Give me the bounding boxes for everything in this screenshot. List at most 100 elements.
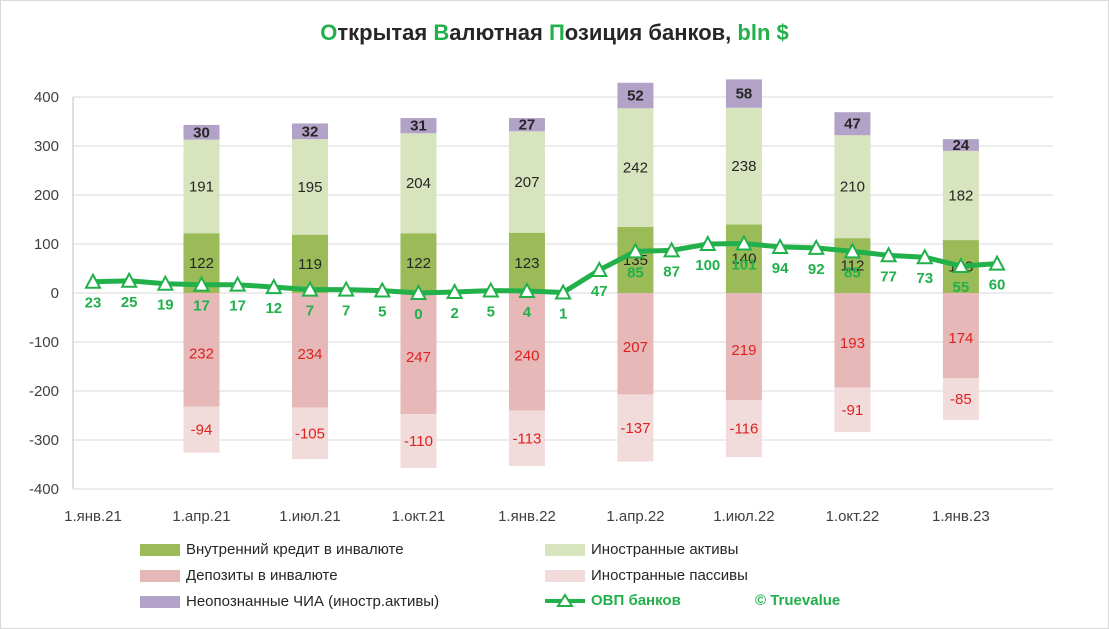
title-part: В: [433, 20, 450, 45]
ovp-marker: [988, 254, 1006, 271]
bar-unidentified: [725, 79, 762, 108]
ovp-marker: [554, 283, 572, 300]
bar-label-internal-credit: 123: [514, 255, 539, 272]
bar-deposits: [725, 293, 762, 401]
y-tick-label: -300: [29, 432, 59, 449]
ovp-data-label: 5: [378, 304, 386, 321]
bar-label-internal-credit: 140: [731, 251, 756, 268]
bar-unidentified: [942, 139, 979, 151]
x-tick-label: 1.окт.22: [826, 508, 880, 525]
ovp-marker: [699, 234, 717, 251]
bar-label-unidentified: 24: [953, 137, 970, 154]
ovp-data-label: 7: [306, 303, 314, 320]
bar-label-deposits: 174: [948, 330, 973, 347]
bar-deposits: [942, 293, 979, 379]
bar-foreign-assets: [183, 139, 220, 234]
ovp-data-label: 85: [844, 264, 861, 281]
bar-label-foreign-liabilities: -91: [842, 402, 864, 419]
x-tick-label: 1.окт.21: [392, 508, 446, 525]
title-part: П: [548, 20, 565, 45]
bar-foreign-assets: [508, 131, 545, 233]
x-tick-label: 1.янв.22: [498, 508, 556, 525]
bar-label-internal-credit: 112: [840, 258, 864, 275]
ovp-data-label: 100: [695, 257, 720, 274]
bar-deposits: [291, 293, 328, 408]
ovp-data-label: 47: [591, 283, 608, 300]
bar-label-foreign-liabilities: -137: [620, 420, 650, 437]
chart-title: Открытая Валютная Позиция банков, bln $: [0, 20, 1109, 46]
title-part: озиция банков,: [564, 20, 738, 45]
ovp-data-label: 87: [663, 263, 680, 280]
bar-label-unidentified: 30: [193, 124, 210, 141]
bar-label-unidentified: 47: [844, 116, 861, 133]
bar-label-foreign-assets: 242: [623, 160, 648, 177]
ovp-data-label: 25: [121, 294, 138, 311]
bar-deposits: [834, 293, 871, 388]
bar-label-deposits: 240: [514, 347, 539, 364]
ovp-marker: [662, 241, 681, 258]
x-tick-label: 1.июл.21: [279, 508, 340, 525]
bar-foreign-assets: [725, 107, 762, 225]
bar-deposits: [617, 293, 654, 395]
bar-label-foreign-liabilities: -85: [950, 391, 972, 408]
bar-deposits: [508, 293, 545, 411]
bar-label-foreign-assets: 238: [731, 158, 756, 175]
ovp-marker: [228, 275, 247, 292]
bar-label-foreign-liabilities: -110: [404, 433, 433, 450]
ovp-data-label: 0: [414, 306, 422, 323]
bar-foreign-liabilities: [400, 414, 437, 468]
bar-foreign-liabilities: [834, 387, 871, 433]
ovp-data-label: 17: [229, 298, 246, 315]
ovp-marker: [156, 274, 174, 291]
ovp-marker: [337, 280, 355, 297]
ovp-data-label: 85: [627, 264, 644, 281]
ovp-data-label: 55: [953, 279, 970, 296]
bar-label-unidentified: 31: [410, 118, 427, 135]
bar-foreign-liabilities: [617, 394, 654, 462]
bar-deposits: [183, 293, 220, 407]
ovp-marker: [373, 281, 391, 298]
ovp-marker: [735, 234, 753, 251]
ovp-data-label: 94: [772, 260, 789, 277]
ovp-marker: [192, 275, 211, 292]
bar-foreign-assets: [942, 150, 979, 241]
ovp-marker: [445, 282, 464, 300]
bar-label-unidentified: 52: [627, 88, 644, 105]
y-tick-label: 300: [34, 138, 59, 155]
bar-unidentified: [291, 123, 328, 140]
bar-label-foreign-assets: 210: [840, 179, 865, 196]
ovp-data-label: 2: [450, 305, 458, 322]
ovp-marker: [879, 246, 898, 263]
ovp-marker: [409, 283, 428, 300]
ovp-data-label: 101: [731, 257, 756, 274]
bar-foreign-liabilities: [508, 410, 545, 466]
bar-label-internal-credit: 119: [298, 256, 322, 273]
ovp-data-label: 5: [487, 304, 495, 321]
bar-foreign-assets: [617, 108, 654, 227]
bar-unidentified: [834, 112, 871, 136]
bar-label-foreign-liabilities: -105: [295, 425, 325, 442]
ovp-marker: [301, 280, 319, 297]
title-part: bln $: [737, 20, 789, 45]
bar-foreign-assets: [291, 139, 328, 235]
ovp-line: [90, 241, 1000, 296]
bar-label-deposits: 232: [189, 345, 214, 362]
bar-label-deposits: 193: [840, 335, 865, 352]
bar-foreign-liabilities: [725, 400, 762, 458]
y-tick-label: 100: [34, 236, 59, 253]
ovp-marker: [771, 237, 789, 254]
ovp-data-label: 17: [193, 298, 210, 315]
ovp-marker: [518, 281, 536, 299]
bar-label-unidentified: 58: [736, 86, 753, 103]
bar-internal-credit: [400, 233, 437, 293]
bar-label-foreign-liabilities: -116: [729, 421, 758, 438]
ovp-marker: [590, 260, 608, 277]
bar-label-foreign-assets: 204: [406, 175, 431, 192]
bar-label-internal-credit: 122: [406, 255, 431, 272]
ovp-data-label: 73: [916, 270, 933, 287]
bar-label-deposits: 247: [406, 349, 431, 366]
bar-foreign-assets: [400, 133, 437, 234]
x-tick-label: 1.июл.22: [713, 508, 774, 525]
bar-label-deposits: 234: [297, 346, 322, 363]
